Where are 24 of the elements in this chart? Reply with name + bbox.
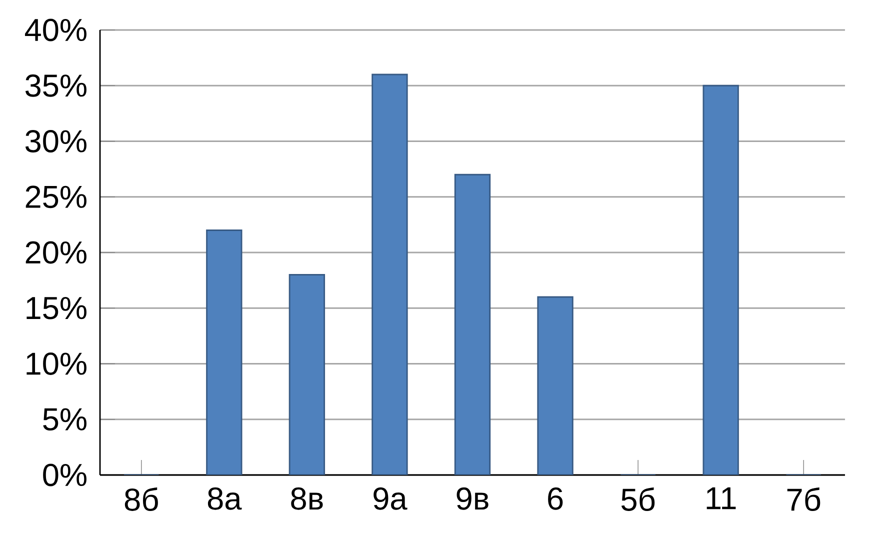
y-tick-label: 0% [43,464,86,486]
bar [288,274,326,475]
x-tick-label: 11 [706,487,736,510]
bar [702,84,739,475]
y-tick-label: 15% [26,297,86,320]
x-tick-label: 8в [291,487,323,510]
x-tick-label: 9в [456,487,488,510]
x-tick-label: 8а [208,487,242,510]
x-tick-label: 7б [787,487,820,511]
x-tick-label: 6 [548,487,563,510]
bar [454,174,491,475]
y-tick-label: 20% [26,241,86,264]
y-tick-label: 30% [25,130,86,152]
x-tick-label: 8б [124,487,158,511]
bar [206,230,242,475]
y-tick-label: 10% [26,352,86,375]
bar [537,296,574,475]
y-tick-label: 5% [43,408,86,431]
bar [372,74,408,475]
y-tick-label: 35% [25,74,86,97]
x-tick-label: 9а [374,487,408,510]
x-tick-label: 5б [621,487,655,511]
y-tick-label: 40% [24,18,86,42]
y-tick-label: 25% [26,186,86,208]
